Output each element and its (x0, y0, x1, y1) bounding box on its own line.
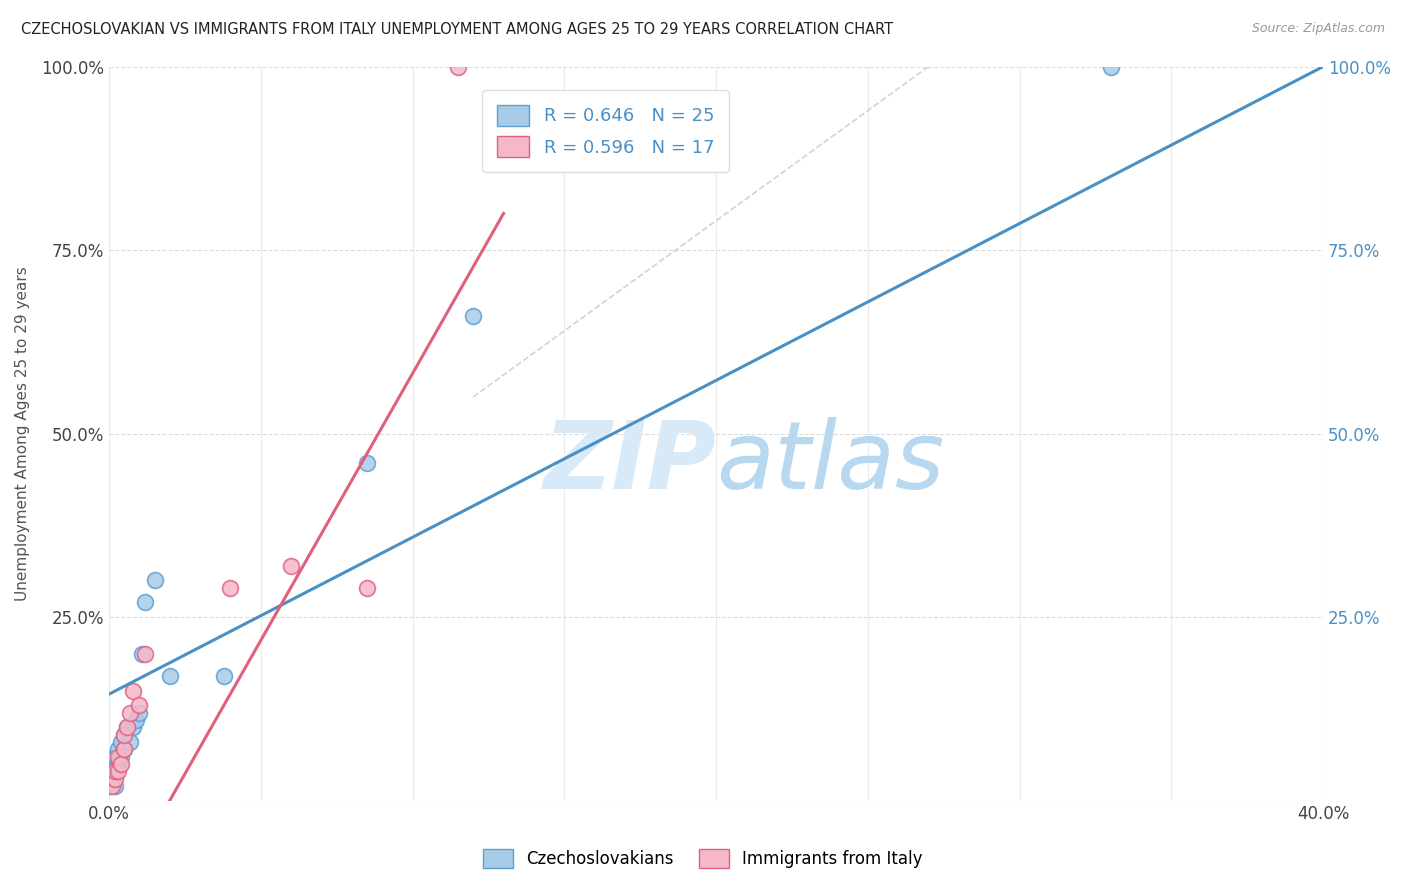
Text: CZECHOSLOVAKIAN VS IMMIGRANTS FROM ITALY UNEMPLOYMENT AMONG AGES 25 TO 29 YEARS : CZECHOSLOVAKIAN VS IMMIGRANTS FROM ITALY… (21, 22, 893, 37)
Point (112, 742, 135, 756)
Point (101, 772, 124, 786)
Point (104, 772, 127, 786)
Point (107, 749, 129, 764)
Point (214, 669, 236, 683)
Point (107, 742, 129, 756)
Point (112, 742, 135, 756)
Point (122, 720, 145, 734)
Point (447, 60, 470, 74)
Legend: Czechoslovakians, Immigrants from Italy: Czechoslovakians, Immigrants from Italy (477, 842, 929, 875)
Point (101, 764, 124, 779)
Point (110, 749, 132, 764)
Text: Source: ZipAtlas.com: Source: ZipAtlas.com (1251, 22, 1385, 36)
Point (104, 779, 127, 793)
Point (128, 706, 150, 720)
Point (143, 574, 166, 588)
Text: atlas: atlas (716, 417, 945, 508)
Point (107, 764, 129, 779)
Point (101, 779, 124, 793)
Legend: R = 0.646   N = 25, R = 0.596   N = 17: R = 0.646 N = 25, R = 0.596 N = 17 (482, 90, 728, 172)
Point (110, 735, 132, 749)
Y-axis label: Unemployment Among Ages 25 to 29 years: Unemployment Among Ages 25 to 29 years (15, 266, 30, 601)
Point (110, 756, 132, 771)
Point (112, 727, 135, 741)
Point (112, 727, 135, 741)
Point (107, 756, 129, 771)
Point (159, 669, 181, 683)
Point (134, 647, 156, 661)
Point (219, 581, 242, 595)
Point (463, 309, 485, 323)
Point (100, 779, 122, 793)
Point (125, 713, 148, 727)
Point (356, 456, 378, 470)
Text: ZIP: ZIP (543, 417, 716, 509)
Point (356, 581, 378, 595)
Point (131, 647, 153, 661)
Point (104, 749, 127, 764)
Point (120, 706, 142, 720)
Point (115, 720, 138, 734)
Point (104, 756, 127, 771)
Point (122, 683, 145, 698)
Point (104, 764, 127, 779)
Point (1099, 60, 1122, 74)
Point (120, 735, 142, 749)
Point (134, 595, 156, 609)
Point (280, 558, 302, 573)
Point (115, 720, 138, 734)
Point (128, 698, 150, 713)
